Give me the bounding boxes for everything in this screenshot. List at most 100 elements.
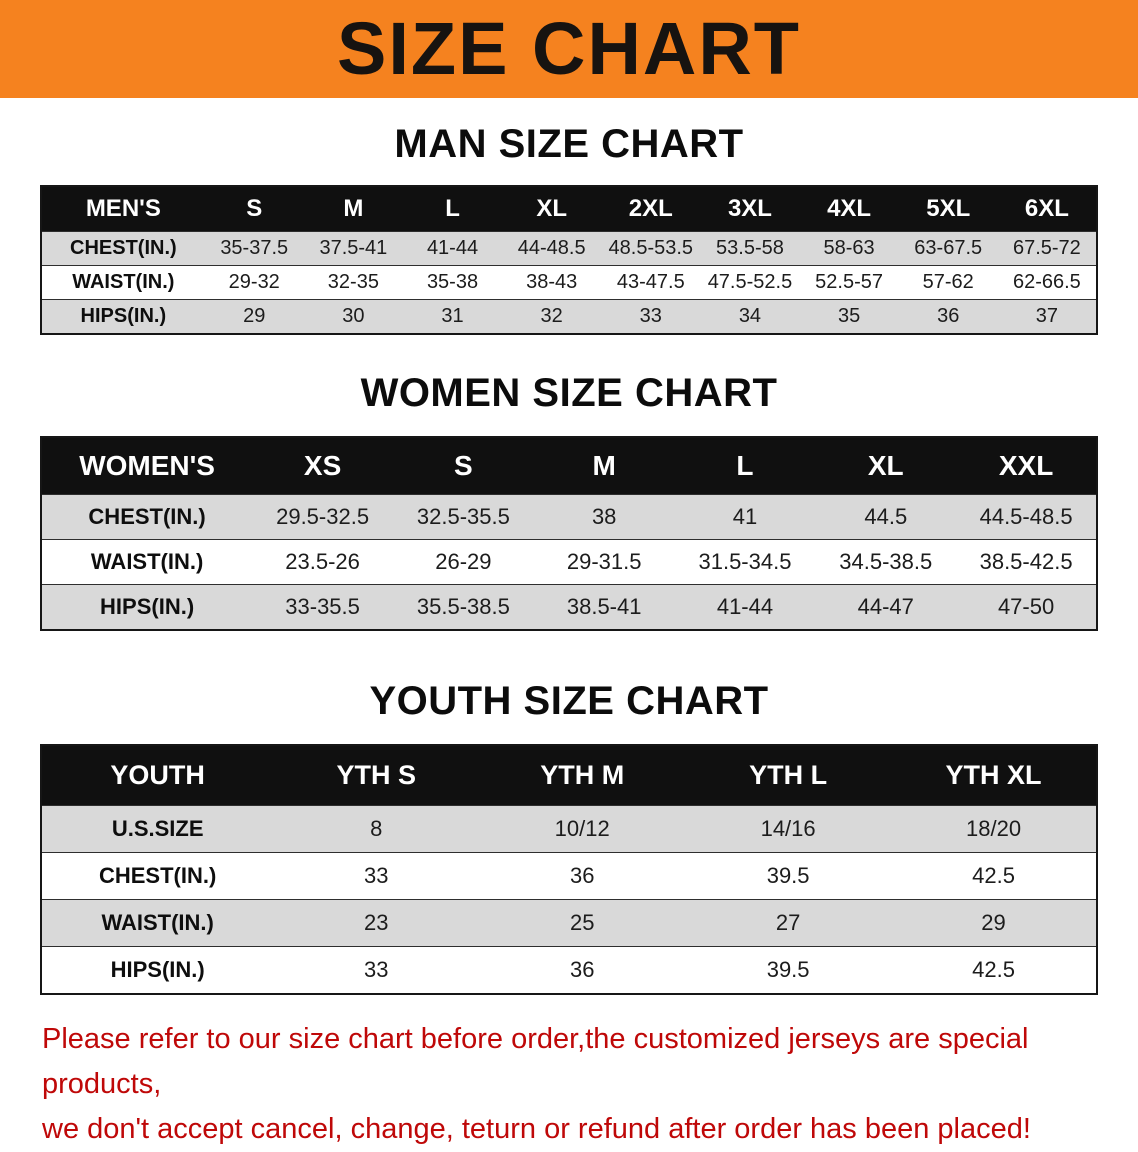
- row-label: CHEST(IN.): [41, 231, 205, 266]
- column-header: L: [402, 186, 503, 232]
- row-label: HIPS(IN.): [41, 946, 274, 994]
- table-row: U.S.SIZE 8 10/12 14/16 18/20: [41, 805, 1097, 853]
- cell-value: 39.5: [685, 852, 892, 900]
- cell-value: 52.5-57: [799, 265, 899, 300]
- cell-value: 42.5: [891, 946, 1097, 994]
- column-header: S: [204, 186, 304, 232]
- cell-value: 33-35.5: [252, 584, 393, 630]
- youth-section-heading: YOUTH SIZE CHART: [369, 679, 769, 723]
- table-row: CHEST(IN.) 33 36 39.5 42.5: [41, 852, 1097, 900]
- men-section-heading: MAN SIZE CHART: [394, 122, 744, 166]
- cell-value: 29.5-32.5: [252, 494, 393, 540]
- cell-value: 48.5-53.5: [601, 231, 701, 266]
- table-row: HIPS(IN.) 29 30 31 32 33 34 35 36 37: [41, 299, 1097, 334]
- women-size-table-wrap: WOMEN'S XS S M L XL XXL CHEST(IN.) 29.5-32.5 32.5…: [0, 436, 1138, 631]
- table-title: YOUTH: [41, 745, 274, 806]
- cell-value: 63-67.5: [898, 231, 998, 266]
- table-row: HIPS(IN.) 33-35.5 35.5-38.5 38.5-41 41-44 44-…: [41, 584, 1097, 630]
- cell-value: 31: [402, 299, 503, 334]
- row-label: CHEST(IN.): [41, 494, 253, 540]
- table-row: WAIST(IN.) 23.5-26 26-29 29-31.5 31.5-34.5 34…: [41, 539, 1097, 585]
- cell-value: 47.5-52.5: [700, 265, 800, 300]
- cell-value: 44.5-48.5: [956, 494, 1097, 540]
- table-title: MEN'S: [41, 186, 205, 232]
- cell-value: 30: [303, 299, 403, 334]
- column-header: XS: [252, 437, 393, 495]
- cell-value: 36: [479, 946, 686, 994]
- cell-value: 8: [273, 805, 480, 853]
- women-section-heading: WOMEN SIZE CHART: [360, 371, 778, 415]
- cell-value: 29: [204, 299, 304, 334]
- men-size-section: MAN SIZE CHART MEN'S S M L XL 2XL 3XL 4XL 5XL 6XL…: [0, 122, 1138, 335]
- cell-value: 35: [799, 299, 899, 334]
- column-header: XXL: [956, 437, 1097, 495]
- column-header: 6XL: [997, 186, 1097, 232]
- column-header: 5XL: [898, 186, 998, 232]
- cell-value: 41: [674, 494, 816, 540]
- table-header-row: MEN'S S M L XL 2XL 3XL 4XL 5XL 6XL: [41, 186, 1097, 232]
- column-header: M: [303, 186, 403, 232]
- banner: SIZE CHART: [0, 0, 1138, 98]
- youth-size-section: YOUTH SIZE CHART YOUTH YTH S YTH M YTH L YTH…: [0, 679, 1138, 995]
- cell-value: 23.5-26: [252, 539, 393, 585]
- page-title: SIZE CHART: [337, 7, 801, 90]
- cell-value: 29: [891, 899, 1097, 947]
- size-table: YOUTH YTH S YTH M YTH L YTH XL U.S.SIZE 8 10/12…: [40, 744, 1098, 995]
- footer-note: Please refer to our size chart before or…: [0, 995, 1138, 1152]
- cell-value: 44.5: [815, 494, 957, 540]
- cell-value: 35-37.5: [204, 231, 304, 266]
- column-header: YTH XL: [891, 745, 1097, 806]
- table-title: WOMEN'S: [41, 437, 253, 495]
- row-label: WAIST(IN.): [41, 899, 274, 947]
- table-row: CHEST(IN.) 29.5-32.5 32.5-35.5 38 41 44.5 44.5…: [41, 494, 1097, 540]
- column-header: M: [533, 437, 675, 495]
- column-header: XL: [502, 186, 602, 232]
- cell-value: 43-47.5: [601, 265, 701, 300]
- row-label: HIPS(IN.): [41, 299, 205, 334]
- cell-value: 26-29: [392, 539, 534, 585]
- table-row: WAIST(IN.) 23 25 27 29: [41, 899, 1097, 947]
- size-table: MEN'S S M L XL 2XL 3XL 4XL 5XL 6XL CHEST(IN.) 35-37…: [40, 185, 1098, 335]
- cell-value: 67.5-72: [997, 231, 1097, 266]
- cell-value: 36: [898, 299, 998, 334]
- cell-value: 32: [502, 299, 602, 334]
- cell-value: 29-31.5: [533, 539, 675, 585]
- cell-value: 14/16: [685, 805, 892, 853]
- column-header: 3XL: [700, 186, 800, 232]
- women-size-section: WOMEN SIZE CHART WOMEN'S XS S M L XL XXL CHEST(…: [0, 371, 1138, 631]
- youth-size-table-wrap: YOUTH YTH S YTH M YTH L YTH XL U.S.SIZE 8 10/12…: [0, 744, 1138, 995]
- row-label: HIPS(IN.): [41, 584, 253, 630]
- cell-value: 42.5: [891, 852, 1097, 900]
- table-row: WAIST(IN.) 29-32 32-35 35-38 38-43 43-47.5 47.…: [41, 265, 1097, 300]
- column-header: 2XL: [601, 186, 701, 232]
- cell-value: 44-47: [815, 584, 957, 630]
- cell-value: 36: [479, 852, 686, 900]
- cell-value: 38.5-42.5: [956, 539, 1097, 585]
- row-label: WAIST(IN.): [41, 539, 253, 585]
- cell-value: 37: [997, 299, 1097, 334]
- cell-value: 37.5-41: [303, 231, 403, 266]
- cell-value: 10/12: [479, 805, 686, 853]
- column-header: YTH S: [273, 745, 480, 806]
- cell-value: 35-38: [402, 265, 503, 300]
- cell-value: 23: [273, 899, 480, 947]
- cell-value: 53.5-58: [700, 231, 800, 266]
- cell-value: 38: [533, 494, 675, 540]
- table-header-row: WOMEN'S XS S M L XL XXL: [41, 437, 1097, 495]
- column-header: YTH L: [685, 745, 892, 806]
- cell-value: 35.5-38.5: [392, 584, 534, 630]
- cell-value: 18/20: [891, 805, 1097, 853]
- column-header: 4XL: [799, 186, 899, 232]
- cell-value: 25: [479, 899, 686, 947]
- table-header-row: YOUTH YTH S YTH M YTH L YTH XL: [41, 745, 1097, 806]
- men-size-table-wrap: MEN'S S M L XL 2XL 3XL 4XL 5XL 6XL CHEST(IN.) 35-37…: [0, 185, 1138, 335]
- cell-value: 34.5-38.5: [815, 539, 957, 585]
- cell-value: 57-62: [898, 265, 998, 300]
- cell-value: 41-44: [674, 584, 816, 630]
- cell-value: 62-66.5: [997, 265, 1097, 300]
- column-header: L: [674, 437, 816, 495]
- table-row: HIPS(IN.) 33 36 39.5 42.5: [41, 946, 1097, 994]
- cell-value: 33: [273, 946, 480, 994]
- cell-value: 34: [700, 299, 800, 334]
